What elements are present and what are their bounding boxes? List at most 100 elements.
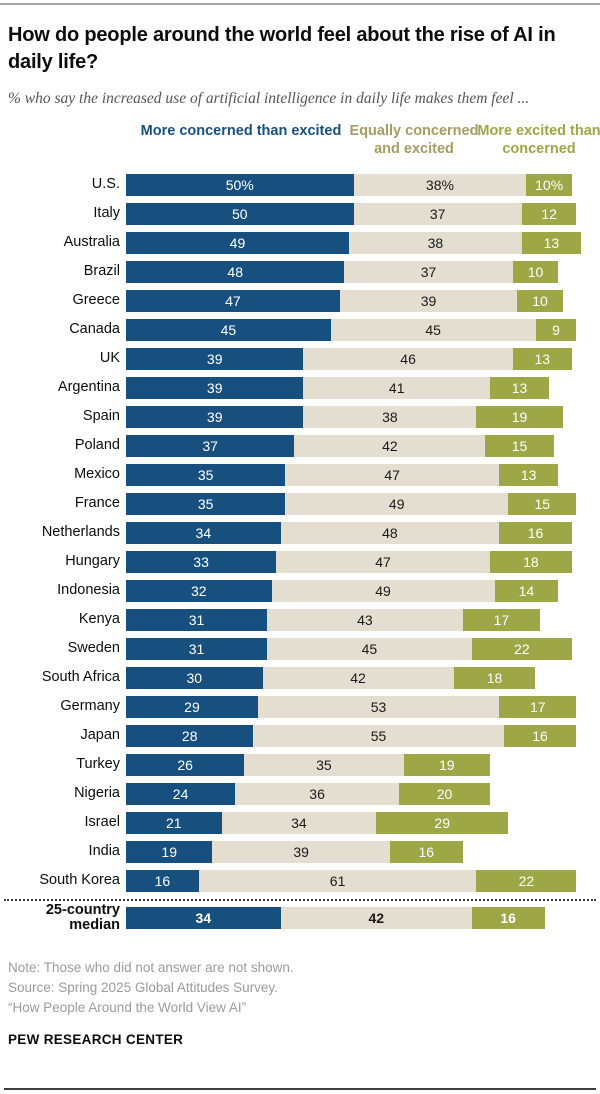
legend-item-equal: Equally concerned and excited: [349, 122, 479, 158]
country-label: Turkey: [76, 756, 120, 773]
segment-equal: 42: [280, 906, 472, 929]
segment-excited: 9: [535, 318, 577, 341]
segment-excited: 12: [521, 202, 577, 225]
stacked-bar: 24 36 20: [126, 782, 490, 805]
segment-concerned: 19: [126, 840, 213, 863]
segment-equal: 42: [262, 666, 454, 689]
segment-concerned: 39: [126, 376, 304, 399]
stacked-bar: 37 42 15: [126, 434, 554, 457]
bar-row: U.S. 50% 38% 10%: [8, 173, 592, 196]
stacked-bar: 35 47 13: [126, 463, 559, 486]
country-label: Hungary: [65, 553, 120, 570]
footer-source: Source: Spring 2025 Global Attitudes Sur…: [8, 980, 278, 996]
chart-page: How do people around the world feel abou…: [0, 22, 600, 1047]
bar-row: UK 39 46 13: [8, 347, 592, 370]
segment-equal: 34: [221, 811, 377, 834]
stacked-bar: 28 55 16: [126, 724, 577, 747]
country-label: Spain: [82, 408, 120, 425]
bar-row: Netherlands 34 48 16: [8, 521, 592, 544]
segment-concerned: 35: [126, 463, 286, 486]
segment-concerned: 28: [126, 724, 254, 747]
segment-concerned: 49: [126, 231, 349, 254]
segment-excited: 16: [499, 521, 572, 544]
segment-excited: 22: [476, 869, 577, 892]
segment-excited: 29: [376, 811, 509, 834]
median-divider: [4, 898, 596, 901]
segment-concerned: 24: [126, 782, 236, 805]
country-label: Japan: [80, 727, 120, 744]
segment-excited: 16: [389, 840, 463, 863]
segment-concerned: 47: [126, 289, 340, 312]
stacked-bar: 26 35 19: [126, 753, 490, 776]
bar-row: Germany 29 53 17: [8, 695, 592, 718]
stacked-bar: 16 61 22: [126, 869, 577, 892]
segment-excited: 10%: [526, 173, 572, 196]
page-title: How do people around the world feel abou…: [8, 24, 556, 73]
stacked-bar: 39 46 13: [126, 347, 572, 370]
stacked-bar: 19 39 16: [126, 840, 463, 863]
bottom-rule: [4, 1088, 596, 1090]
segment-concerned: 30: [126, 666, 263, 689]
segment-concerned: 29: [126, 695, 258, 718]
stacked-bar: 47 39 10: [126, 289, 563, 312]
bar-row: Japan 28 55 16: [8, 724, 592, 747]
stacked-bar: 34 48 16: [126, 521, 572, 544]
segment-equal: 45: [267, 637, 472, 660]
country-label: India: [88, 843, 120, 860]
stacked-bar: 39 38 19: [126, 405, 563, 428]
segment-concerned: 39: [126, 405, 304, 428]
segment-excited: 15: [508, 492, 577, 515]
segment-equal: 53: [257, 695, 500, 718]
country-label: Italy: [93, 205, 120, 222]
bar-row: Spain 39 38 19: [8, 405, 592, 428]
segment-equal: 37: [344, 260, 513, 283]
country-label: Sweden: [67, 640, 120, 657]
segment-excited: 13: [512, 347, 572, 370]
stacked-bar: 29 53 17: [126, 695, 577, 718]
segment-concerned: 33: [126, 550, 277, 573]
segment-equal: 38%: [353, 173, 527, 196]
bar-row: Nigeria 24 36 20: [8, 782, 592, 805]
bar-row: Indonesia 32 49 14: [8, 579, 592, 602]
country-label: Israel: [84, 814, 120, 831]
segment-equal: 38: [348, 231, 522, 254]
segment-excited: 19: [476, 405, 563, 428]
stacked-bar: 31 45 22: [126, 637, 572, 660]
segment-equal: 46: [303, 347, 513, 370]
segment-excited: 17: [499, 695, 577, 718]
stacked-bar: 21 34 29: [126, 811, 509, 834]
stacked-bar: 39 41 13: [126, 376, 550, 399]
country-label: Netherlands: [41, 524, 120, 541]
stacked-bar: 35 49 15: [126, 492, 577, 515]
stacked-bar: 48 37 10: [126, 260, 559, 283]
segment-equal: 61: [198, 869, 477, 892]
segment-equal: 39: [339, 289, 518, 312]
bar-row: South Africa 30 42 18: [8, 666, 592, 689]
bar-row: Canada 45 45 9: [8, 318, 592, 341]
segment-excited: 20: [398, 782, 490, 805]
segment-equal: 49: [285, 492, 509, 515]
segment-excited: 13: [499, 463, 559, 486]
country-label: Poland: [74, 437, 120, 454]
segment-excited: 10: [512, 260, 559, 283]
stacked-bar: 50 37 12: [126, 202, 577, 225]
stacked-bar: 31 43 17: [126, 608, 541, 631]
segment-equal: 48: [280, 521, 500, 544]
segment-equal: 36: [235, 782, 399, 805]
brand-pew-research-center: PEW RESEARCH CENTER: [8, 1031, 184, 1047]
segment-excited: 13: [521, 231, 581, 254]
country-label: U.S.: [91, 176, 120, 193]
country-label: Kenya: [78, 611, 120, 628]
stacked-bar: 32 49 14: [126, 579, 559, 602]
segment-concerned: 31: [126, 608, 268, 631]
bar-row: 25-country median 34 42 16: [8, 902, 592, 933]
segment-excited: 10: [517, 289, 563, 312]
page-subtitle: % who say the increased use of artificia…: [8, 90, 530, 107]
segment-equal: 47: [276, 550, 490, 573]
country-label: 25-country median: [45, 901, 120, 933]
segment-equal: 37: [353, 202, 522, 225]
bar-row: South Korea 16 61 22: [8, 869, 592, 892]
bar-row: Israel 21 34 29: [8, 811, 592, 834]
country-label: Nigeria: [74, 785, 120, 802]
legend: More concerned than excited Equally conc…: [8, 122, 600, 162]
